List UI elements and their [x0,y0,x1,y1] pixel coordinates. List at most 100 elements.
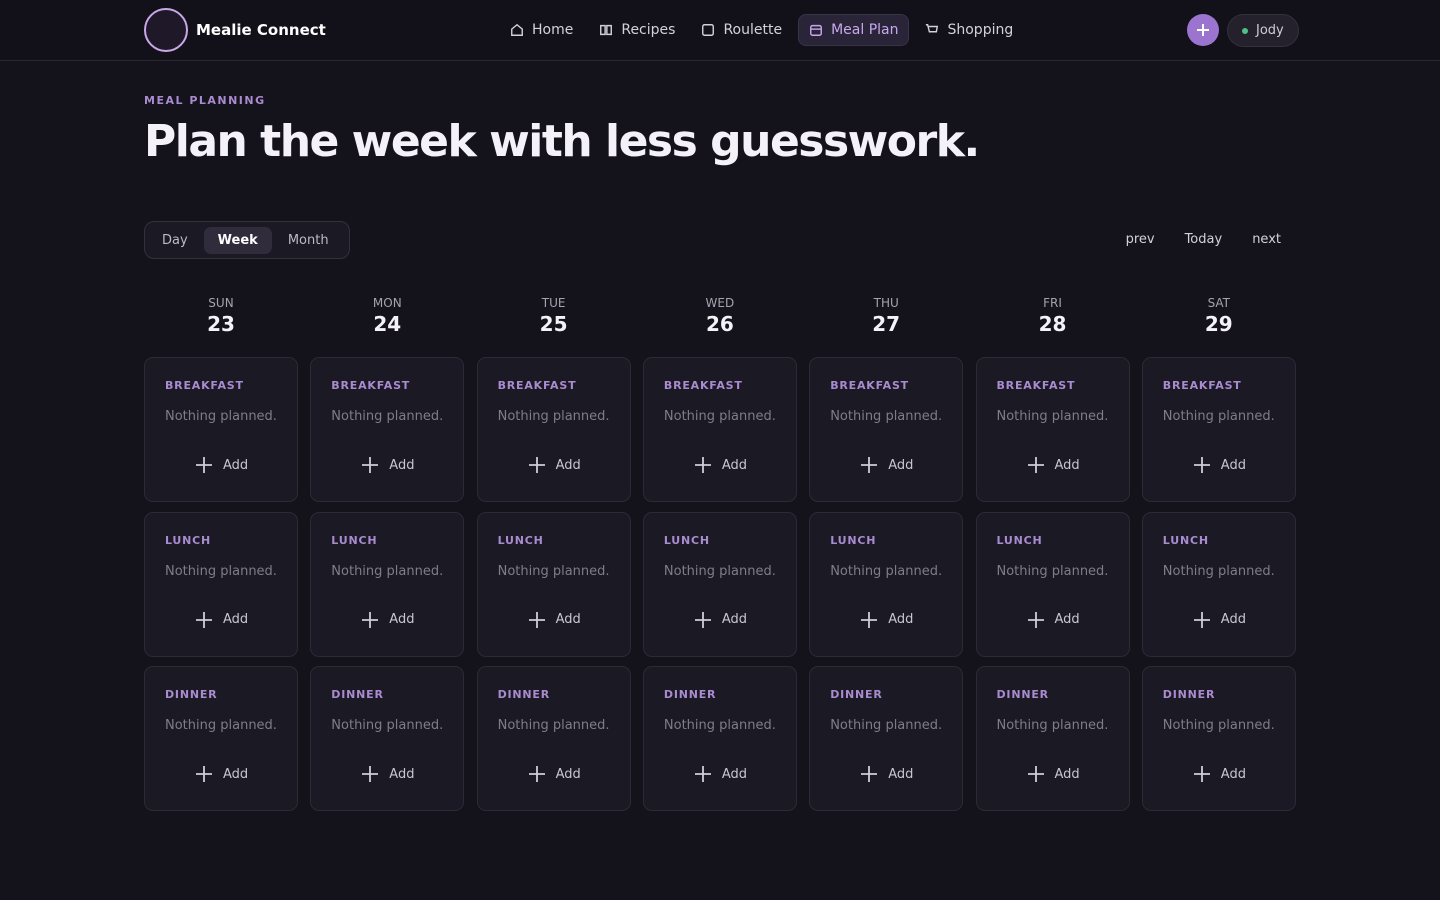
meal-label: DINNER [663,688,717,701]
add-meal-button[interactable]: Add [860,456,913,474]
add-meal-button[interactable]: Add [694,765,747,783]
nav-label: Home [532,22,574,38]
meal-label: LUNCH [1162,533,1209,547]
empty-text: Nothing planned. [331,563,444,579]
add-meal-button[interactable]: Add [1027,765,1080,783]
nav-label: Recipes [621,22,676,38]
add-meal-button[interactable]: Add [528,456,581,474]
add-label: Add [888,612,914,627]
empty-text: Nothing planned. [830,563,943,579]
meal-label: LUNCH [497,533,544,547]
empty-text: Nothing planned. [663,563,776,579]
empty-text: Nothing planned. [1162,409,1275,424]
add-label: Add [1220,612,1246,627]
day-header: SAT 29 [1142,296,1296,336]
header: Mealie Connect Home Recipes Roulette Meal P… [0,0,1440,61]
brand[interactable]: Mealie Connect [144,8,326,52]
meal-slot: BREAKFAST Nothing planned. Add [809,357,964,502]
brand-name: Mealie Connect [196,21,326,39]
pager-button[interactable]: Today [1184,232,1223,247]
add-label: Add [223,612,249,627]
meal-slot: LUNCH Nothing planned. Add [310,511,465,657]
add-meal-button[interactable]: Add [1193,765,1246,783]
empty-text: Nothing planned. [996,718,1109,733]
meal-slot: LUNCH Nothing planned. Add [476,511,631,657]
add-meal-button[interactable]: Add [694,456,747,474]
add-label: Add [223,766,249,782]
add-meal-button[interactable]: Add [361,611,414,629]
meal-label: BREAKFAST [663,379,743,392]
nav-label: Roulette [723,22,783,38]
meal-slot: BREAKFAST Nothing planned. Add [144,357,298,502]
meal-slot: LUNCH Nothing planned. Add [642,511,797,657]
view-toggle: Day Week Month [144,221,350,259]
nav-item[interactable]: Shopping [915,14,1023,46]
meal-slot: DINNER Nothing planned. Add [476,666,631,811]
add-meal-button[interactable]: Add [528,765,581,783]
add-meal-button[interactable]: Add [860,611,913,629]
empty-text: Nothing planned. [165,718,277,733]
meal-label: DINNER [165,688,218,701]
add-meal-button[interactable]: Add [195,611,248,629]
add-label: Add [223,457,249,473]
add-meal-button[interactable]: Add [1193,611,1246,629]
meal-slot: DINNER Nothing planned. Add [975,666,1130,811]
empty-text: Nothing planned. [1162,718,1275,733]
nav-label: Meal Plan [831,22,899,38]
view-option[interactable]: Week [203,226,272,254]
add-label: Add [888,766,914,782]
add-meal-button[interactable]: Add [361,456,414,474]
user-menu[interactable]: Jody [1227,14,1299,47]
add-label: Add [1220,766,1246,782]
meal-slot: BREAKFAST Nothing planned. Add [1141,357,1296,502]
day-header: TUE 25 [477,296,631,336]
logo [144,8,188,52]
nav-item[interactable]: Roulette [691,14,792,46]
meal-label: BREAKFAST [497,379,577,392]
view-option[interactable]: Month [287,232,329,248]
eyebrow: MEAL PLANNING [144,94,266,107]
nav-item[interactable]: Meal Plan [798,14,910,46]
day-of-week: MON [372,296,402,310]
day-header: THU 27 [809,296,963,336]
view-option[interactable]: Day [162,232,188,248]
pager-button[interactable]: prev [1125,232,1155,247]
add-label: Add [1054,457,1080,473]
add-meal-button[interactable]: Add [694,611,747,629]
empty-text: Nothing planned. [331,718,444,733]
meal-label: DINNER [497,688,551,701]
add-meal-button[interactable]: Add [195,456,248,474]
empty-text: Nothing planned. [497,563,610,579]
add-meal-button[interactable]: Add [860,765,913,783]
meal-slot: LUNCH Nothing planned. Add [144,511,298,657]
add-meal-button[interactable]: Add [1193,456,1246,474]
add-meal-button[interactable]: Add [528,611,581,629]
add-meal-button[interactable]: Add [195,765,248,783]
add-meal-button[interactable]: Add [361,765,414,783]
empty-text: Nothing planned. [830,409,943,424]
page-title: Plan the week with less guesswork. [144,116,980,167]
day-date: 26 [705,312,734,336]
empty-text: Nothing planned. [1162,563,1275,579]
meal-slot: DINNER Nothing planned. Add [642,666,797,811]
add-label: Add [555,457,581,473]
nav-item[interactable]: Home [500,14,583,46]
day-header: FRI 28 [976,296,1130,336]
empty-text: Nothing planned. [497,409,610,424]
empty-text: Nothing planned. [996,409,1109,424]
pager-button[interactable]: next [1252,232,1281,247]
add-button[interactable] [1187,14,1219,46]
add-meal-button[interactable]: Add [1027,456,1080,474]
user-name: Jody [1256,23,1284,38]
add-label: Add [1054,612,1080,627]
empty-text: Nothing planned. [165,409,277,424]
add-meal-button[interactable]: Add [1027,611,1080,629]
add-label: Add [1054,766,1080,782]
meal-label: LUNCH [830,533,877,547]
nav-item[interactable]: Recipes [589,14,685,46]
day-of-week: WED [705,296,735,310]
meal-slot: BREAKFAST Nothing planned. Add [310,357,465,502]
meal-label: BREAKFAST [1162,379,1242,392]
day-of-week: TUE [541,296,566,310]
meal-slot: LUNCH Nothing planned. Add [1141,511,1296,657]
